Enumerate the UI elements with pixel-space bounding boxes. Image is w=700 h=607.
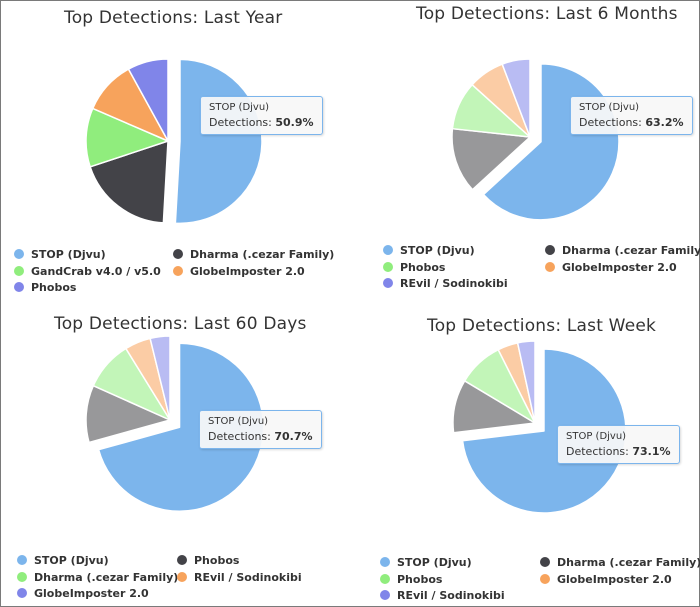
legend-item[interactable]: REvil / Sodinokibi <box>177 571 302 585</box>
tooltip: STOP (Djvu) Detections: 50.9% <box>200 96 323 135</box>
pie-chart <box>452 340 627 514</box>
tooltip-series-name: STOP (Djvu) <box>579 102 640 113</box>
legend-marker <box>383 262 393 272</box>
legend-item[interactable]: GlobeImposter 2.0 <box>17 587 149 601</box>
tooltip: STOP (Djvu) Detections: 70.7% <box>199 410 322 449</box>
legend-marker <box>380 557 390 567</box>
legend-marker <box>14 249 24 259</box>
tooltip-label: Detections: <box>579 116 642 129</box>
tooltip: STOP (Djvu) Detections: 73.1% <box>557 425 680 464</box>
pie-slice-dharma-cezar-family[interactable] <box>89 140 169 224</box>
tooltip-value: 50.9% <box>275 116 314 129</box>
pie-slice-dharma-cezar-family[interactable] <box>451 127 531 191</box>
tooltip-series-name: STOP (Djvu) <box>566 431 627 442</box>
tooltip-value: 70.7% <box>274 430 313 443</box>
legend-marker <box>17 555 27 565</box>
legend-item[interactable]: REvil / Sodinokibi <box>383 277 508 291</box>
legend-marker <box>17 588 27 598</box>
pie-slice-stop-djvu[interactable] <box>461 348 627 514</box>
legend-marker <box>177 555 187 565</box>
legend-item[interactable]: STOP (Djvu) <box>14 248 106 262</box>
legend-item[interactable]: GandCrab v4.0 / v5.0 <box>14 265 161 279</box>
legend-item[interactable]: STOP (Djvu) <box>383 244 475 258</box>
pie-slice-revil-sodinokibi[interactable] <box>516 340 536 424</box>
legend-marker <box>14 282 24 292</box>
tooltip-label: Detections: <box>209 116 272 129</box>
pie-slice-stop-djvu[interactable] <box>174 58 263 225</box>
legend-marker <box>177 572 187 582</box>
pie-slice-globeimposter-2-0[interactable] <box>149 335 171 421</box>
legend-item[interactable]: Phobos <box>177 554 239 568</box>
tooltip: STOP (Djvu) Detections: 63.2% <box>570 96 693 135</box>
pie-slice-stop-djvu[interactable] <box>97 342 265 512</box>
pie-slice-phobos[interactable] <box>127 58 169 142</box>
legend-item[interactable]: Dharma (.cezar Family) <box>540 556 700 570</box>
legend-item[interactable]: STOP (Djvu) <box>380 556 472 570</box>
legend-item[interactable]: Phobos <box>14 281 76 295</box>
legend-item[interactable]: REvil / Sodinokibi <box>380 589 505 603</box>
legend-item[interactable]: GlobeImposter 2.0 <box>545 261 677 275</box>
pie-chart <box>85 58 263 225</box>
pie-chart <box>85 335 265 512</box>
legend-marker <box>540 574 550 584</box>
legend-item[interactable]: GlobeImposter 2.0 <box>540 573 672 587</box>
legend-item[interactable]: Dharma (.cezar Family) <box>545 244 700 258</box>
legend-marker <box>545 245 555 255</box>
tooltip-value: 73.1% <box>632 445 671 458</box>
legend-item[interactable]: Dharma (.cezar Family) <box>17 571 178 585</box>
legend-marker <box>173 266 183 276</box>
tooltip-label: Detections: <box>208 430 271 443</box>
chart-title: Top Detections: Last Week <box>427 316 657 336</box>
legend-marker <box>173 249 183 259</box>
chart-title: Top Detections: Last Year <box>64 8 283 28</box>
legend-item[interactable]: Phobos <box>383 261 445 275</box>
legend-item[interactable]: STOP (Djvu) <box>17 554 109 568</box>
tooltip-series-name: STOP (Djvu) <box>208 416 269 427</box>
legend-item[interactable]: Phobos <box>380 573 442 587</box>
chart-title: Top Detections: Last 6 Months <box>416 4 678 24</box>
legend-item[interactable]: Dharma (.cezar Family) <box>173 248 334 262</box>
legend-marker <box>380 574 390 584</box>
pie-slice-revil-sodinokibi[interactable] <box>501 58 531 138</box>
tooltip-value: 63.2% <box>645 116 684 129</box>
legend-marker <box>17 572 27 582</box>
chart-panel-last-week: Top Detections: Last Week STOP (Djvu) De… <box>350 305 700 605</box>
tooltip-series-name: STOP (Djvu) <box>209 102 270 113</box>
chart-panel-last-year: Top Detections: Last Year STOP (Djvu) De… <box>0 0 350 300</box>
chart-panel-last-60-days: Top Detections: Last 60 Days STOP (Djvu)… <box>0 305 350 605</box>
chart-panel-last-6-months: Top Detections: Last 6 Months STOP (Djvu… <box>350 0 700 300</box>
legend-item[interactable]: GlobeImposter 2.0 <box>173 265 305 279</box>
legend-marker <box>545 262 555 272</box>
legend-marker <box>383 278 393 288</box>
legend-marker <box>383 245 393 255</box>
tooltip-label: Detections: <box>566 445 629 458</box>
chart-title: Top Detections: Last 60 Days <box>54 314 307 334</box>
legend-marker <box>380 590 390 600</box>
legend-marker <box>14 266 24 276</box>
legend-marker <box>540 557 550 567</box>
